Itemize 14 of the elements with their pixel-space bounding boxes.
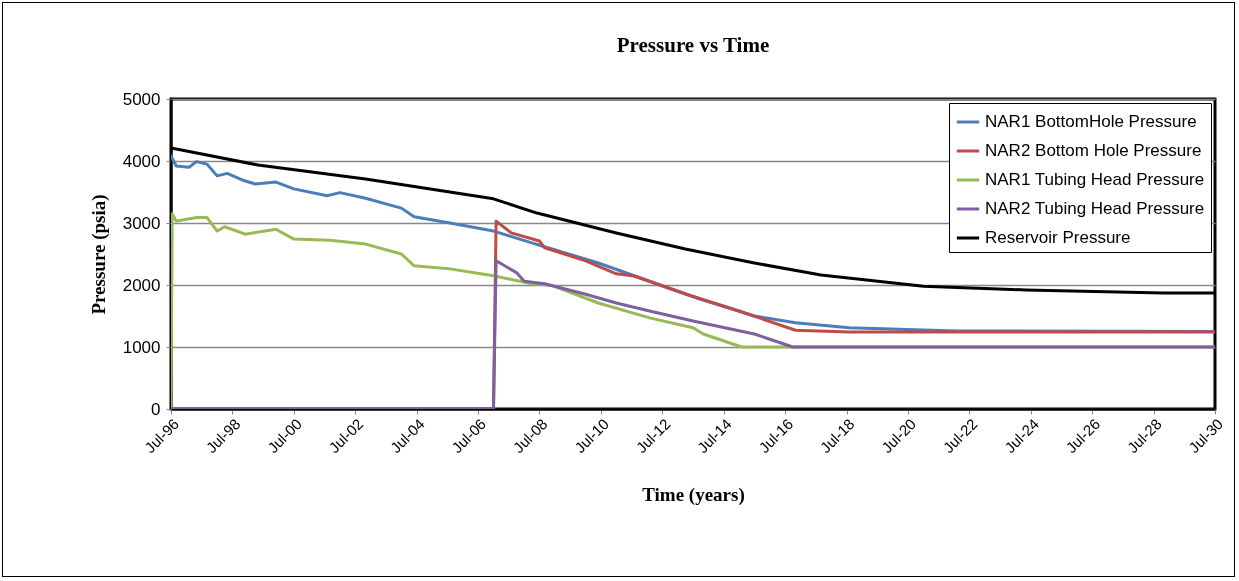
- chart-title: Pressure vs Time: [616, 33, 770, 57]
- legend-label: NAR1 Tubing Head Pressure: [985, 170, 1205, 189]
- legend-label: NAR1 BottomHole Pressure: [985, 112, 1197, 131]
- y-axis-title: Pressure (psia): [87, 194, 110, 315]
- y-tick-label: 4000: [122, 151, 161, 171]
- legend-label: NAR2 Tubing Head Pressure: [985, 199, 1205, 218]
- x-axis-title: Time (years): [642, 484, 745, 506]
- y-tick-label: 5000: [122, 89, 161, 109]
- y-tick-label: 2000: [122, 275, 161, 295]
- y-tick-label: 1000: [122, 337, 161, 357]
- legend-label: Reservoir Pressure: [985, 228, 1131, 247]
- legend-label: NAR2 Bottom Hole Pressure: [985, 141, 1202, 160]
- y-tick-label: 0: [151, 399, 161, 419]
- y-tick-label: 3000: [122, 213, 161, 233]
